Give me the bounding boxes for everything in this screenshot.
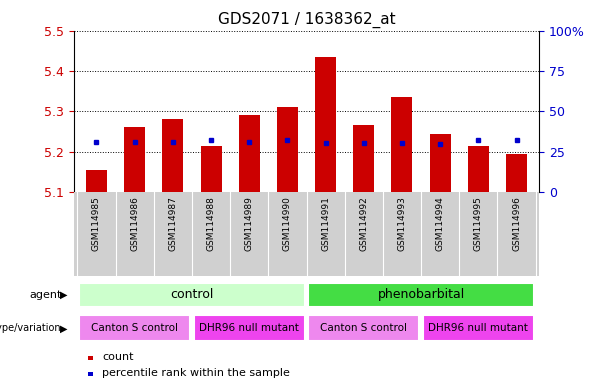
Text: GSM114996: GSM114996 xyxy=(512,196,521,251)
Title: GDS2071 / 1638362_at: GDS2071 / 1638362_at xyxy=(218,12,395,28)
Bar xyxy=(162,119,183,192)
Text: ▶: ▶ xyxy=(60,290,67,300)
Bar xyxy=(308,315,419,341)
Bar xyxy=(430,134,451,192)
Text: control: control xyxy=(170,288,213,301)
Bar xyxy=(194,315,305,341)
Bar xyxy=(200,146,221,192)
Bar xyxy=(277,107,298,192)
Text: GSM114995: GSM114995 xyxy=(474,196,483,251)
Text: GSM114994: GSM114994 xyxy=(436,196,444,251)
Bar xyxy=(468,146,489,192)
Text: GSM114987: GSM114987 xyxy=(169,196,177,251)
Text: GSM114990: GSM114990 xyxy=(283,196,292,251)
Bar xyxy=(506,154,527,192)
Text: GSM114988: GSM114988 xyxy=(207,196,216,251)
Text: Canton S control: Canton S control xyxy=(320,323,407,333)
Text: phenobarbital: phenobarbital xyxy=(378,288,465,301)
Bar xyxy=(88,356,93,360)
Text: Canton S control: Canton S control xyxy=(91,323,178,333)
Text: GSM114992: GSM114992 xyxy=(359,196,368,251)
Bar xyxy=(353,126,375,192)
Text: GSM114985: GSM114985 xyxy=(92,196,101,251)
Bar xyxy=(392,97,413,192)
Text: GSM114989: GSM114989 xyxy=(245,196,254,251)
Bar xyxy=(88,372,93,376)
Bar xyxy=(124,127,145,192)
Text: percentile rank within the sample: percentile rank within the sample xyxy=(102,367,290,377)
Text: GSM114986: GSM114986 xyxy=(130,196,139,251)
Bar xyxy=(423,315,534,341)
Bar xyxy=(79,283,305,307)
Text: DHR96 null mutant: DHR96 null mutant xyxy=(199,323,299,333)
Text: GSM114991: GSM114991 xyxy=(321,196,330,251)
Bar xyxy=(86,170,107,192)
Text: agent: agent xyxy=(29,290,61,300)
Text: GSM114993: GSM114993 xyxy=(397,196,406,251)
Text: count: count xyxy=(102,352,134,362)
Bar xyxy=(238,115,260,192)
Bar xyxy=(308,283,534,307)
Text: DHR96 null mutant: DHR96 null mutant xyxy=(428,323,528,333)
Text: genotype/variation: genotype/variation xyxy=(0,323,61,333)
Bar xyxy=(315,57,336,192)
Bar xyxy=(79,315,190,341)
Text: ▶: ▶ xyxy=(60,323,67,333)
